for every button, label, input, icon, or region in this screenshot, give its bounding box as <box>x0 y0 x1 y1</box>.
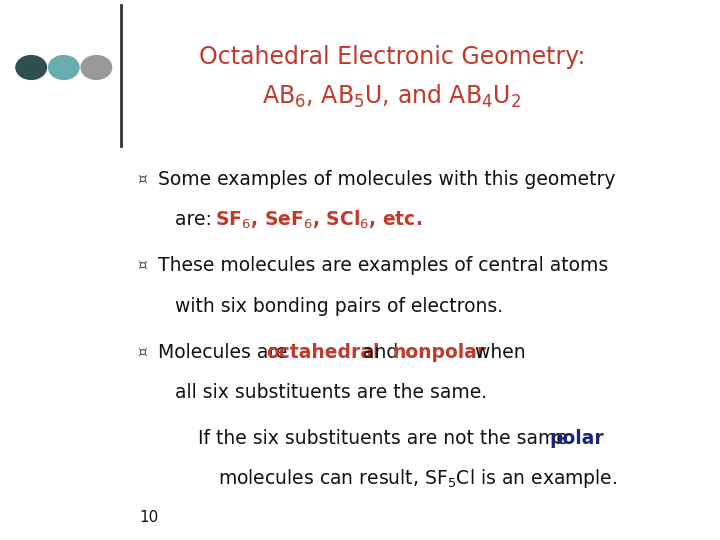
Text: SF$_6$, SeF$_6$, SCl$_6$, etc.: SF$_6$, SeF$_6$, SCl$_6$, etc. <box>215 208 422 231</box>
Text: and: and <box>357 342 405 362</box>
Text: Some examples of molecules with this geometry: Some examples of molecules with this geo… <box>158 170 616 189</box>
Text: AB$_6$, AB$_5$U, and AB$_4$U$_2$: AB$_6$, AB$_5$U, and AB$_4$U$_2$ <box>262 83 521 110</box>
Text: ¤: ¤ <box>138 345 147 360</box>
Circle shape <box>48 56 79 79</box>
Text: Octahedral Electronic Geometry:: Octahedral Electronic Geometry: <box>199 45 585 69</box>
Text: nonpolar: nonpolar <box>392 342 487 362</box>
Text: when: when <box>469 342 526 362</box>
Text: molecules can result, SF$_5$Cl is an example.: molecules can result, SF$_5$Cl is an exa… <box>217 468 617 490</box>
Text: with six bonding pairs of electrons.: with six bonding pairs of electrons. <box>176 296 503 316</box>
Text: octahedral: octahedral <box>266 342 379 362</box>
Text: 10: 10 <box>140 510 158 525</box>
Circle shape <box>16 56 47 79</box>
Text: are:: are: <box>176 210 218 230</box>
Circle shape <box>81 56 112 79</box>
Text: ¤: ¤ <box>138 258 147 273</box>
Text: If the six substituents are not the same: If the six substituents are not the same <box>198 429 574 448</box>
Text: all six substituents are the same.: all six substituents are the same. <box>176 383 487 402</box>
Text: ¤: ¤ <box>138 172 147 187</box>
Text: polar: polar <box>549 429 604 448</box>
Text: These molecules are examples of central atoms: These molecules are examples of central … <box>158 256 608 275</box>
Text: Molecules are: Molecules are <box>158 342 294 362</box>
